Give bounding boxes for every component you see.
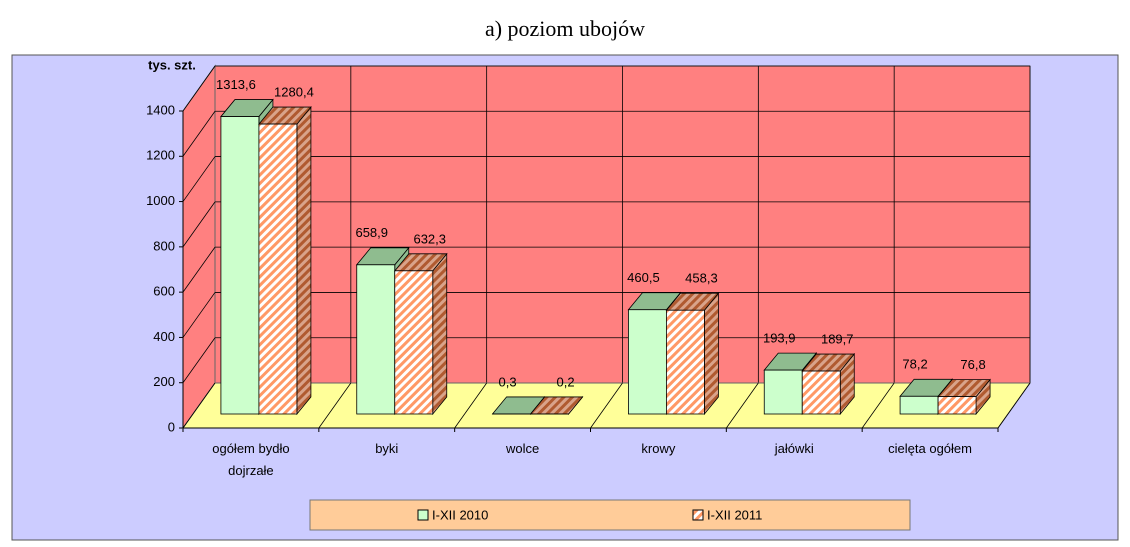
x-tick-label: cielęta ogółem bbox=[888, 441, 972, 456]
value-label: 460,5 bbox=[627, 270, 660, 285]
y-axis-label: tys. szt. bbox=[148, 57, 196, 72]
value-label: 658,9 bbox=[355, 225, 388, 240]
bar-front bbox=[356, 264, 396, 415]
grid-line bbox=[182, 111, 216, 157]
floor-divider bbox=[318, 382, 352, 429]
floor-divider bbox=[454, 382, 487, 429]
floor-divider bbox=[997, 382, 1031, 429]
value-label: 189,7 bbox=[821, 331, 854, 346]
value-label: 458,3 bbox=[685, 271, 718, 286]
y-tick-label: 400 bbox=[153, 329, 175, 344]
x-tick-label: byki bbox=[375, 441, 399, 456]
bar bbox=[801, 352, 856, 416]
y-tick-label: 1000 bbox=[146, 193, 175, 208]
bar-front bbox=[394, 270, 434, 415]
y-tick-label: 800 bbox=[153, 238, 175, 253]
floor-divider bbox=[726, 382, 759, 429]
x-tick-label: jałówki bbox=[774, 441, 814, 456]
bar-front bbox=[937, 396, 977, 415]
y-tick-label: 0 bbox=[168, 419, 175, 434]
bar-front bbox=[763, 369, 803, 415]
legend-label: I-XII 2011 bbox=[707, 507, 762, 522]
x-tick-label: ogółem bydło dojrzałe bbox=[212, 441, 290, 478]
bar bbox=[529, 395, 584, 416]
y-tick-label: 600 bbox=[153, 284, 175, 299]
value-label: 1313,6 bbox=[216, 77, 256, 92]
bar bbox=[665, 292, 720, 416]
bar-front bbox=[258, 123, 298, 415]
floor-divider bbox=[590, 382, 623, 429]
bar-front bbox=[666, 309, 705, 415]
bar-side bbox=[432, 252, 448, 416]
value-label: 0,2 bbox=[557, 374, 575, 389]
grid-line bbox=[182, 246, 216, 293]
legend-swatch bbox=[417, 509, 429, 521]
bar-front bbox=[220, 116, 260, 415]
y-tick-label: 1200 bbox=[146, 148, 175, 163]
value-label: 632,3 bbox=[413, 231, 446, 246]
value-label: 193,9 bbox=[763, 331, 796, 346]
value-label: 76,8 bbox=[960, 357, 985, 372]
y-tick-label: 1400 bbox=[146, 102, 175, 117]
legend-swatch bbox=[692, 509, 704, 521]
bar-front bbox=[899, 395, 939, 415]
bar bbox=[393, 252, 448, 416]
x-tick-label: wolce bbox=[505, 441, 540, 456]
bar bbox=[937, 378, 991, 416]
grid-line bbox=[182, 337, 216, 383]
plot: 0 200 400 600 800 1000 1200 1400 1313,6 1280,4 658… bbox=[146, 64, 1031, 434]
bar bbox=[258, 105, 312, 416]
legend-label: I-XII 2010 bbox=[432, 507, 488, 522]
grid-line bbox=[182, 65, 216, 112]
grid-line bbox=[182, 292, 216, 338]
y-tick-label: 200 bbox=[153, 374, 175, 389]
bar-side bbox=[296, 105, 312, 416]
value-label: 0,3 bbox=[499, 374, 517, 389]
value-label: 1280,4 bbox=[274, 85, 314, 100]
bar-side bbox=[704, 292, 719, 416]
side-wall bbox=[182, 64, 216, 430]
grid-line bbox=[182, 156, 216, 202]
value-label: 78,2 bbox=[902, 357, 927, 372]
floor-divider bbox=[182, 382, 216, 429]
x-tick-label: krowy bbox=[641, 441, 676, 456]
bar-front bbox=[801, 370, 841, 415]
legend bbox=[309, 499, 911, 531]
floor-divider bbox=[861, 382, 895, 429]
bar-front bbox=[628, 309, 667, 415]
chart-title: a) poziom ubojów bbox=[485, 16, 645, 41]
grid-line bbox=[182, 201, 216, 248]
